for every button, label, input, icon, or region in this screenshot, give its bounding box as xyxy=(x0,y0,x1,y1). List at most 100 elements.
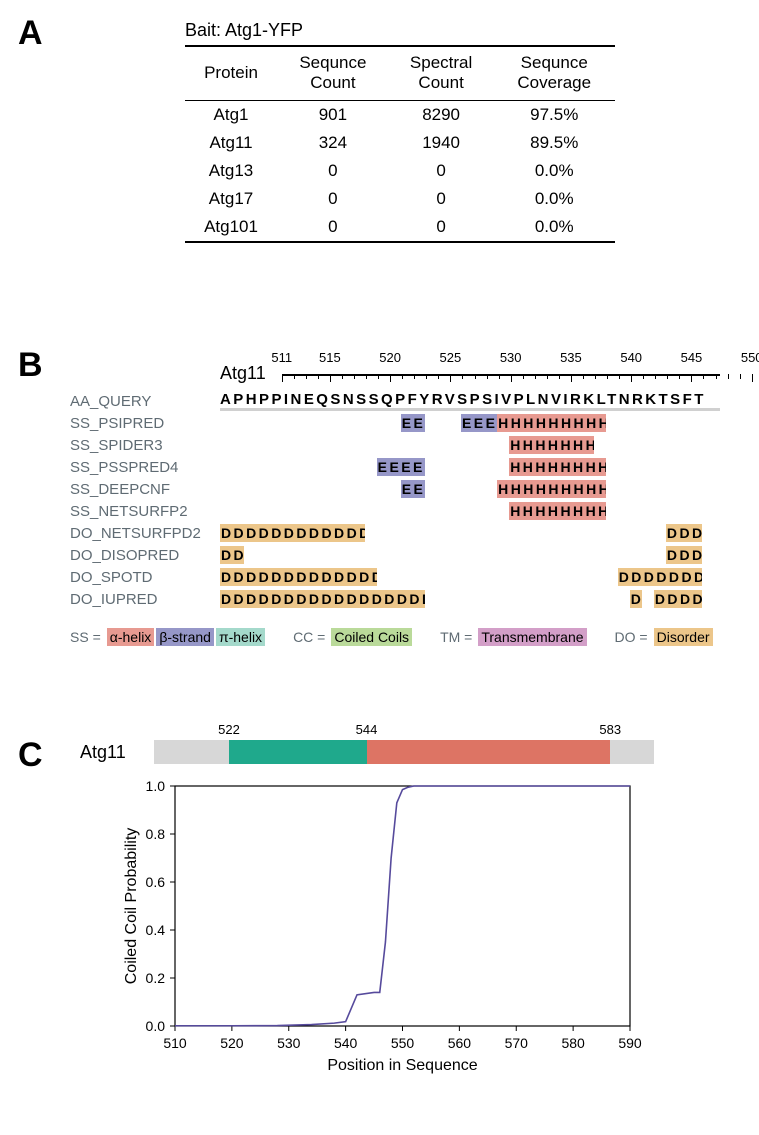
method-name: SS_NETSURFP2 xyxy=(70,503,220,520)
table-row: Atg101000.0% xyxy=(185,213,615,242)
prediction-row: AA_QUERYAPHPPINEQSNSSQPFYRVSPSIVPLNVIRKL… xyxy=(70,390,720,412)
method-name: DO_NETSURFPD2 xyxy=(70,525,220,542)
track: APHPPINEQSNSSQPFYRVSPSIVPLNVIRKLTNRKTSFT xyxy=(220,391,720,411)
method-name: SS_SPIDER3 xyxy=(70,437,220,454)
svg-text:0.0: 0.0 xyxy=(146,1018,166,1034)
table-row: Atg11324194089.5% xyxy=(185,129,615,157)
prediction-segment: EE xyxy=(401,414,425,432)
prediction-segment: EEEE xyxy=(377,458,425,476)
prediction-row: SS_NETSURFP2 HHHHHHHH xyxy=(70,500,720,522)
table-row: Atg17000.0% xyxy=(185,185,615,213)
domain-segment xyxy=(229,740,367,764)
track: HHHHHHH xyxy=(220,435,720,455)
svg-text:0.2: 0.2 xyxy=(146,970,166,986)
domain-position-label: 544 xyxy=(356,722,378,737)
panel-c-protein: Atg11 xyxy=(80,742,140,763)
prediction-segment: DDDDDDDDDDDD xyxy=(220,524,365,542)
legend-swatch: α-helix xyxy=(107,628,155,646)
svg-text:570: 570 xyxy=(505,1035,529,1051)
legend-swatch: Disorder xyxy=(654,628,713,646)
domain-segment xyxy=(154,740,229,764)
svg-text:Position in Sequence: Position in Sequence xyxy=(327,1057,477,1074)
method-name: DO_IUPRED xyxy=(70,591,220,608)
prediction-segment: EE xyxy=(401,480,425,498)
legend-group: TM =Transmembrane xyxy=(440,628,586,646)
bait-title: Bait: Atg1-YFP xyxy=(185,20,615,41)
legend-group: DO =Disorder xyxy=(615,628,713,646)
panel-a-label: A xyxy=(18,14,43,53)
prediction-row: DO_DISOPREDDDDDD xyxy=(70,544,720,566)
track: EE HHHHHHHHH xyxy=(220,479,720,499)
prediction-segment: DDDD xyxy=(654,590,702,608)
svg-text:560: 560 xyxy=(448,1035,472,1051)
method-name: DO_DISOPRED xyxy=(70,547,220,564)
prediction-segment: HHHHHHHHH xyxy=(497,414,605,432)
prediction-segment: DDD xyxy=(666,546,702,564)
svg-text:550: 550 xyxy=(391,1035,415,1051)
legend-swatch: Coiled Coils xyxy=(331,628,412,646)
position-ruler: 511515520525530535540545550 xyxy=(282,350,720,384)
table-row: Atg1901829097.5% xyxy=(185,100,615,129)
prediction-row: DO_IUPREDDDDDDDDDDDDDDDDDDDDDDD xyxy=(70,588,720,610)
svg-text:0.4: 0.4 xyxy=(146,922,166,938)
svg-text:1.0: 1.0 xyxy=(146,778,166,794)
panel-b-protein: Atg11 xyxy=(220,363,266,384)
method-name: SS_PSIPRED xyxy=(70,415,220,432)
legend-swatch: β-strand xyxy=(156,628,214,646)
legend-group: CC =Coiled Coils xyxy=(293,628,412,646)
svg-text:510: 510 xyxy=(163,1035,187,1051)
svg-text:540: 540 xyxy=(334,1035,358,1051)
track: DDDDDDDDDDDDDDDDDDDD xyxy=(220,567,720,587)
prediction-segment: DDDDDDDDDDDDD xyxy=(220,568,377,586)
prediction-row: DO_SPOTDDDDDDDDDDDDDDDDDDDDD xyxy=(70,566,720,588)
domain-position-label: 522 xyxy=(218,722,240,737)
ms-table: ProteinSequnceCountSpectralCountSequnceC… xyxy=(185,45,615,243)
svg-text:530: 530 xyxy=(277,1035,301,1051)
prediction-row: DO_NETSURFPD2DDDDDDDDDDDDDDD xyxy=(70,522,720,544)
domain-position-label: 583 xyxy=(599,722,621,737)
table-header: Protein xyxy=(185,46,277,100)
method-name: AA_QUERY xyxy=(70,393,220,410)
svg-text:590: 590 xyxy=(618,1035,642,1051)
method-name: SS_DEEPCNF xyxy=(70,481,220,498)
prediction-segment: DD xyxy=(220,546,244,564)
panel-b-legend: SS =α-helixβ-strandπ-helix CC =Coiled Coi… xyxy=(70,628,720,646)
track: DDDDDDDDDDDDDDD xyxy=(220,523,720,543)
prediction-segment: EEE xyxy=(461,414,497,432)
prediction-segment: HHHHHHH xyxy=(509,436,593,454)
prediction-row: SS_PSIPREDEEEEEHHHHHHHHH xyxy=(70,412,720,434)
table-header: SequnceCoverage xyxy=(493,46,615,100)
method-name: DO_SPOTD xyxy=(70,569,220,586)
track: EEEEEHHHHHHHHH xyxy=(220,413,720,433)
prediction-row: SS_PSSPRED4 EEEE HHHHHHHH xyxy=(70,456,720,478)
track: EEEE HHHHHHHH xyxy=(220,457,720,477)
legend-swatch: π-helix xyxy=(216,628,265,646)
svg-text:520: 520 xyxy=(220,1035,244,1051)
track: HHHHHHHH xyxy=(220,501,720,521)
domain-segment xyxy=(610,740,654,764)
coiled-coil-chart: 0.0 0.2 0.4 0.6 0.8 1.0 510 520 530 540 550 560 570 5… xyxy=(120,776,720,1086)
prediction-row: SS_SPIDER3 HHHHHHH xyxy=(70,434,720,456)
legend-group: SS =α-helixβ-strandπ-helix xyxy=(70,628,265,646)
prediction-segment: DDDDDDDDDDDDDDDDD xyxy=(220,590,425,608)
prediction-segment: HHHHHHHH xyxy=(509,458,605,476)
prediction-segment: HHHHHHHHH xyxy=(497,480,605,498)
panel-b: Atg11 511515520525530535540545550 AA_QUE… xyxy=(70,350,720,646)
svg-text:Coiled Coil Probability: Coiled Coil Probability xyxy=(123,828,140,985)
svg-text:0.6: 0.6 xyxy=(146,874,166,890)
table-header: SpectralCount xyxy=(389,46,494,100)
method-name: SS_PSSPRED4 xyxy=(70,459,220,476)
prediction-row: SS_DEEPCNF EE HHHHHHHHH xyxy=(70,478,720,500)
table-row: Atg13000.0% xyxy=(185,157,615,185)
svg-text:580: 580 xyxy=(561,1035,585,1051)
panel-c: Atg11 522544583 0.00.20.40.60.81.0510520… xyxy=(80,740,680,1086)
legend-swatch: Transmembrane xyxy=(478,628,586,646)
panel-a: Bait: Atg1-YFP ProteinSequnceCountSpectr… xyxy=(185,20,615,243)
prediction-segment: HHHHHHHH xyxy=(509,502,605,520)
prediction-segment: DDDDDDD xyxy=(618,568,702,586)
track: DDDDD xyxy=(220,545,720,565)
prediction-segment: DDD xyxy=(666,524,702,542)
svg-text:0.8: 0.8 xyxy=(146,826,166,842)
panel-b-label: B xyxy=(18,346,43,385)
table-header: SequnceCount xyxy=(277,46,389,100)
